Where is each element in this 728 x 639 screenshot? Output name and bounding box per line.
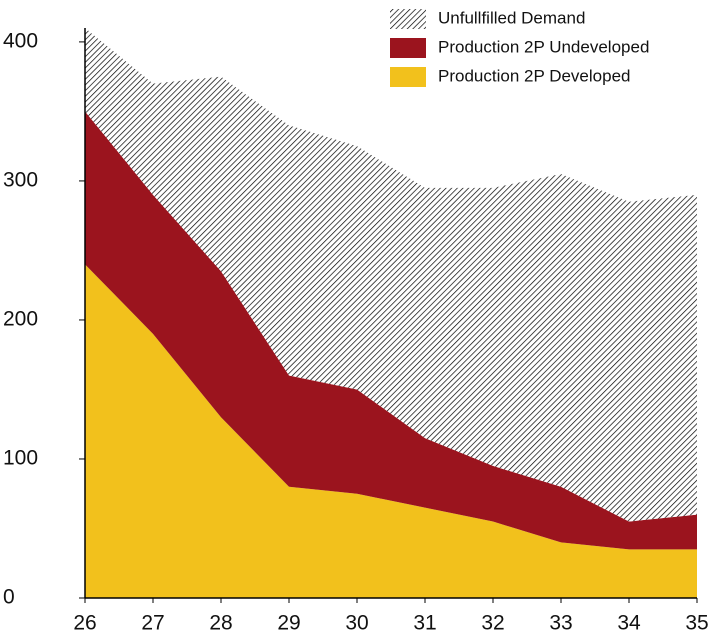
y-tick-label: 300 [3, 168, 38, 191]
x-tick-label: 31 [413, 612, 436, 635]
x-tick-label: 26 [73, 612, 96, 635]
legend-label: Production 2P Developed [438, 66, 631, 85]
x-tick-label: 27 [141, 612, 164, 635]
y-tick-label: 400 [3, 29, 38, 52]
x-tick-label: 30 [345, 612, 368, 635]
legend-swatch [390, 38, 426, 58]
x-tick-label: 33 [549, 612, 572, 635]
y-tick-label: 100 [3, 447, 38, 470]
x-tick-label: 35 [685, 612, 708, 635]
y-tick-label: 0 [3, 586, 15, 609]
area [85, 264, 697, 598]
x-tick-label: 32 [481, 612, 504, 635]
legend-swatch [390, 67, 426, 87]
x-tick-label: 34 [617, 612, 641, 635]
legend-label: Unfullfilled Demand [438, 8, 585, 27]
area [85, 111, 697, 550]
x-tick-label: 28 [209, 612, 232, 635]
legend-label: Production 2P Undeveloped [438, 37, 649, 56]
area [85, 28, 697, 522]
legend-swatch [390, 9, 426, 29]
x-tick-label: 29 [277, 612, 300, 635]
y-tick-label: 200 [3, 307, 38, 330]
